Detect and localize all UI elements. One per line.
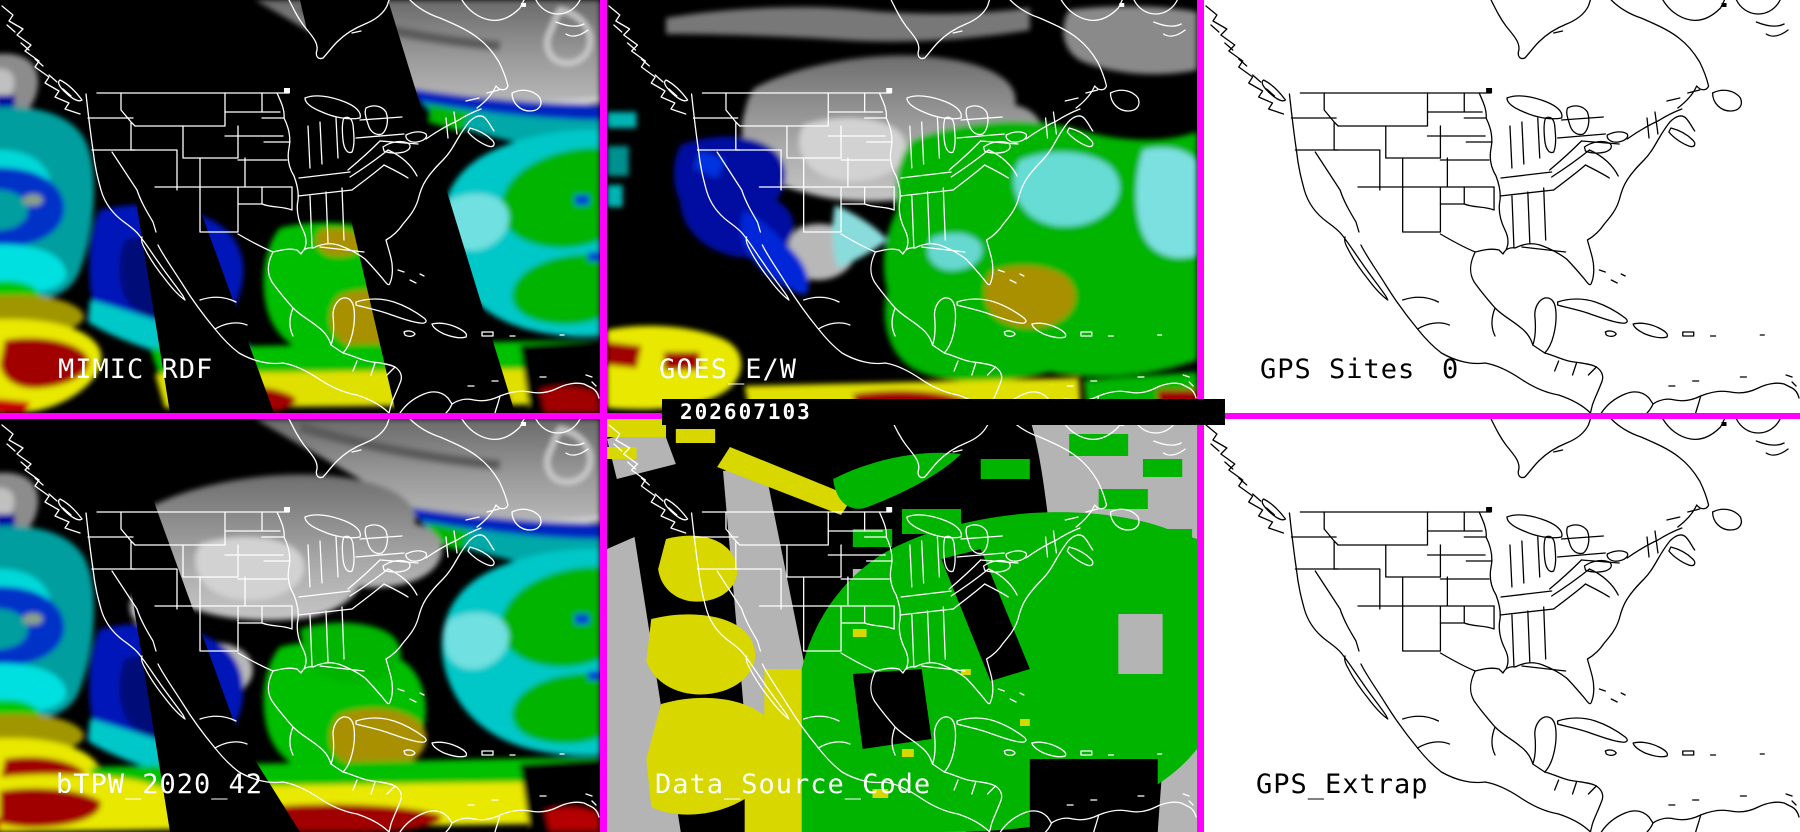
panel-label-gps-sites: GPS Sites — [1260, 354, 1416, 385]
btpw-map-image — [0, 419, 600, 832]
panel-label-goes-ew: GOES_E/W — [659, 354, 798, 385]
gps-sites-map-image — [1204, 0, 1800, 413]
panel-label-data-source-code: Data_Source_Code — [655, 769, 932, 800]
data-source-code-map-image — [607, 419, 1197, 832]
goes-ew-map-image — [607, 0, 1197, 413]
gps-sites-count: 0 — [1442, 354, 1460, 385]
timestamp-bar: 202607103 — [662, 399, 1225, 425]
mimic-rdf-map-image — [0, 0, 600, 413]
panel-btpw: bTPW_2020_42 — [0, 419, 600, 832]
panel-gps-sites: GPS Sites 0 — [1204, 0, 1800, 413]
panel-data-source-code: Data_Source_Code — [607, 419, 1197, 832]
gps-extrap-map-image — [1204, 419, 1800, 832]
panel-label-mimic-rdf: MIMIC RDF — [58, 354, 214, 385]
panel-gps-extrap: GPS_Extrap — [1204, 419, 1800, 832]
panel-label-gps-extrap: GPS_Extrap — [1256, 769, 1429, 800]
timestamp-text: 202607103 — [680, 400, 812, 424]
panel-mimic-rdf: MIMIC RDF — [0, 0, 600, 413]
panel-label-btpw: bTPW_2020_42 — [56, 769, 264, 800]
panel-goes-ew: GOES_E/W — [607, 0, 1197, 413]
